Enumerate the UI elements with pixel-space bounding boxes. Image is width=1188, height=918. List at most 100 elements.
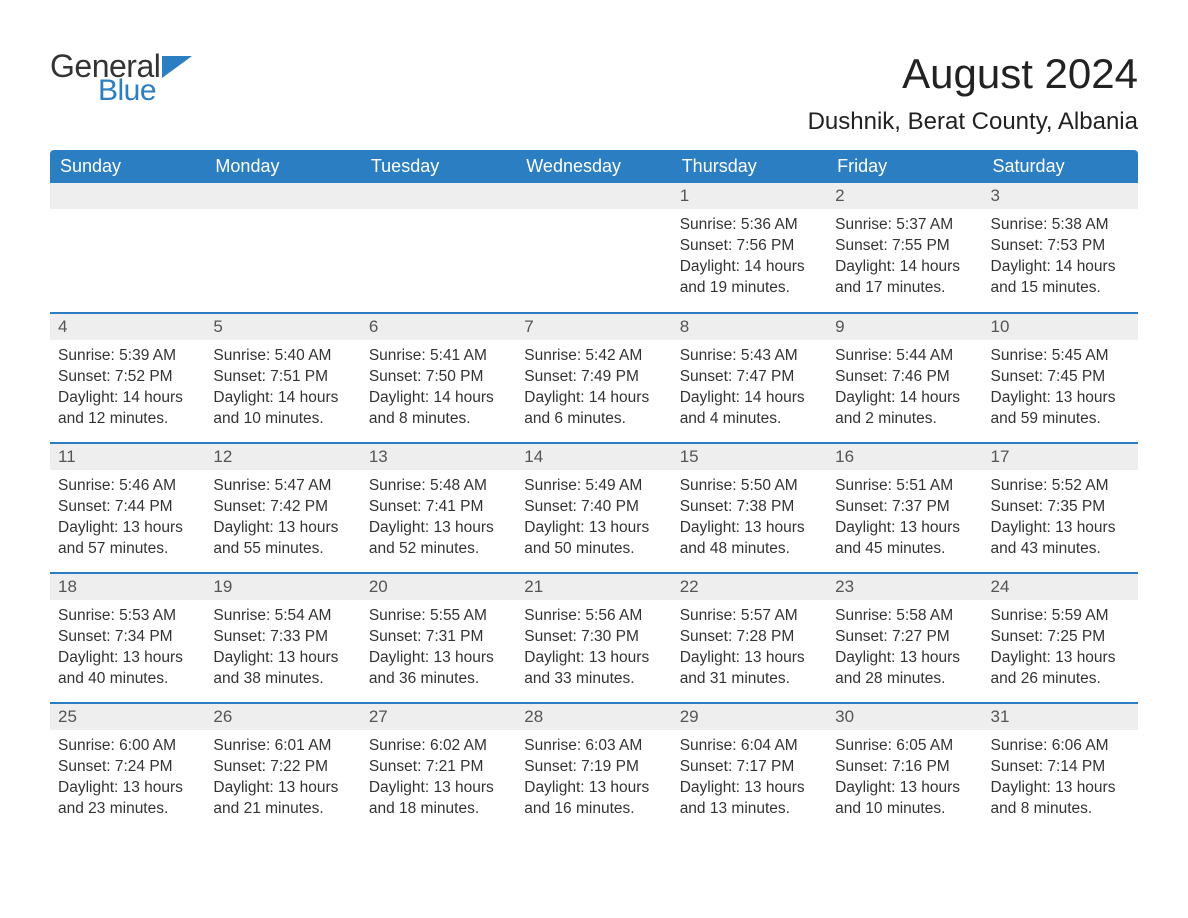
sunset-text: Sunset: 7:44 PM bbox=[58, 497, 197, 518]
daylight-text: Daylight: 13 hours bbox=[58, 648, 197, 669]
sunset-text: Sunset: 7:35 PM bbox=[991, 497, 1130, 518]
calendar-day-cell: 18Sunrise: 5:53 AMSunset: 7:34 PMDayligh… bbox=[50, 573, 205, 703]
sunset-text: Sunset: 7:45 PM bbox=[991, 367, 1130, 388]
daylight-text: Daylight: 14 hours bbox=[524, 388, 663, 409]
daylight-text: and 16 minutes. bbox=[524, 799, 663, 820]
day-content: Sunrise: 5:36 AMSunset: 7:56 PMDaylight:… bbox=[672, 209, 827, 307]
daylight-text: Daylight: 13 hours bbox=[991, 388, 1130, 409]
sunrise-text: Sunrise: 5:53 AM bbox=[58, 606, 197, 627]
daylight-text: and 31 minutes. bbox=[680, 669, 819, 690]
daylight-text: and 26 minutes. bbox=[991, 669, 1130, 690]
day-content: Sunrise: 5:47 AMSunset: 7:42 PMDaylight:… bbox=[205, 470, 360, 568]
daylight-text: and 18 minutes. bbox=[369, 799, 508, 820]
day-content: Sunrise: 5:56 AMSunset: 7:30 PMDaylight:… bbox=[516, 600, 671, 698]
sunset-text: Sunset: 7:34 PM bbox=[58, 627, 197, 648]
sunrise-text: Sunrise: 5:52 AM bbox=[991, 476, 1130, 497]
daylight-text: Daylight: 13 hours bbox=[680, 518, 819, 539]
calendar-week-row: 11Sunrise: 5:46 AMSunset: 7:44 PMDayligh… bbox=[50, 443, 1138, 573]
daylight-text: Daylight: 14 hours bbox=[58, 388, 197, 409]
daylight-text: and 12 minutes. bbox=[58, 409, 197, 430]
day-number-empty bbox=[205, 183, 360, 209]
daylight-text: Daylight: 14 hours bbox=[680, 388, 819, 409]
sunrise-text: Sunrise: 6:04 AM bbox=[680, 736, 819, 757]
calendar-day-cell: 25Sunrise: 6:00 AMSunset: 7:24 PMDayligh… bbox=[50, 703, 205, 833]
daylight-text: and 10 minutes. bbox=[835, 799, 974, 820]
day-content: Sunrise: 6:03 AMSunset: 7:19 PMDaylight:… bbox=[516, 730, 671, 828]
calendar-day-cell: 28Sunrise: 6:03 AMSunset: 7:19 PMDayligh… bbox=[516, 703, 671, 833]
sunset-text: Sunset: 7:14 PM bbox=[991, 757, 1130, 778]
day-content: Sunrise: 5:57 AMSunset: 7:28 PMDaylight:… bbox=[672, 600, 827, 698]
daylight-text: Daylight: 13 hours bbox=[835, 518, 974, 539]
day-number: 21 bbox=[516, 574, 671, 600]
calendar-day-cell: 13Sunrise: 5:48 AMSunset: 7:41 PMDayligh… bbox=[361, 443, 516, 573]
sunrise-text: Sunrise: 5:54 AM bbox=[213, 606, 352, 627]
sunrise-text: Sunrise: 6:00 AM bbox=[58, 736, 197, 757]
day-content: Sunrise: 5:59 AMSunset: 7:25 PMDaylight:… bbox=[983, 600, 1138, 698]
daylight-text: and 8 minutes. bbox=[369, 409, 508, 430]
day-number: 22 bbox=[672, 574, 827, 600]
sunrise-text: Sunrise: 5:50 AM bbox=[680, 476, 819, 497]
daylight-text: and 48 minutes. bbox=[680, 539, 819, 560]
day-content: Sunrise: 5:39 AMSunset: 7:52 PMDaylight:… bbox=[50, 340, 205, 438]
daylight-text: Daylight: 13 hours bbox=[524, 648, 663, 669]
calendar-day-cell: 5Sunrise: 5:40 AMSunset: 7:51 PMDaylight… bbox=[205, 313, 360, 443]
daylight-text: Daylight: 13 hours bbox=[524, 518, 663, 539]
calendar-day-cell: 17Sunrise: 5:52 AMSunset: 7:35 PMDayligh… bbox=[983, 443, 1138, 573]
weekday-header: Wednesday bbox=[516, 150, 671, 183]
day-number: 1 bbox=[672, 183, 827, 209]
daylight-text: and 57 minutes. bbox=[58, 539, 197, 560]
day-number-empty bbox=[50, 183, 205, 209]
daylight-text: Daylight: 13 hours bbox=[991, 648, 1130, 669]
weekday-header: Thursday bbox=[672, 150, 827, 183]
day-content: Sunrise: 5:42 AMSunset: 7:49 PMDaylight:… bbox=[516, 340, 671, 438]
daylight-text: and 8 minutes. bbox=[991, 799, 1130, 820]
day-content: Sunrise: 5:58 AMSunset: 7:27 PMDaylight:… bbox=[827, 600, 982, 698]
weekday-header: Monday bbox=[205, 150, 360, 183]
day-number: 3 bbox=[983, 183, 1138, 209]
daylight-text: and 13 minutes. bbox=[680, 799, 819, 820]
sunrise-text: Sunrise: 5:45 AM bbox=[991, 346, 1130, 367]
sunrise-text: Sunrise: 6:03 AM bbox=[524, 736, 663, 757]
sunset-text: Sunset: 7:37 PM bbox=[835, 497, 974, 518]
day-content: Sunrise: 5:40 AMSunset: 7:51 PMDaylight:… bbox=[205, 340, 360, 438]
sunrise-text: Sunrise: 5:43 AM bbox=[680, 346, 819, 367]
sunrise-text: Sunrise: 5:48 AM bbox=[369, 476, 508, 497]
sunset-text: Sunset: 7:22 PM bbox=[213, 757, 352, 778]
sunset-text: Sunset: 7:55 PM bbox=[835, 236, 974, 257]
day-content: Sunrise: 6:04 AMSunset: 7:17 PMDaylight:… bbox=[672, 730, 827, 828]
sunrise-text: Sunrise: 5:55 AM bbox=[369, 606, 508, 627]
sunrise-text: Sunrise: 5:56 AM bbox=[524, 606, 663, 627]
day-number: 17 bbox=[983, 444, 1138, 470]
day-number: 29 bbox=[672, 704, 827, 730]
calendar-day-cell: 1Sunrise: 5:36 AMSunset: 7:56 PMDaylight… bbox=[672, 183, 827, 313]
daylight-text: and 17 minutes. bbox=[835, 278, 974, 299]
sunset-text: Sunset: 7:19 PM bbox=[524, 757, 663, 778]
sunset-text: Sunset: 7:38 PM bbox=[680, 497, 819, 518]
day-number-empty bbox=[361, 183, 516, 209]
daylight-text: and 21 minutes. bbox=[213, 799, 352, 820]
daylight-text: Daylight: 13 hours bbox=[369, 778, 508, 799]
day-number: 8 bbox=[672, 314, 827, 340]
calendar-day-cell: 8Sunrise: 5:43 AMSunset: 7:47 PMDaylight… bbox=[672, 313, 827, 443]
calendar-day-cell: 11Sunrise: 5:46 AMSunset: 7:44 PMDayligh… bbox=[50, 443, 205, 573]
sunrise-text: Sunrise: 5:42 AM bbox=[524, 346, 663, 367]
calendar-day-cell: 19Sunrise: 5:54 AMSunset: 7:33 PMDayligh… bbox=[205, 573, 360, 703]
daylight-text: and 33 minutes. bbox=[524, 669, 663, 690]
calendar-week-row: 18Sunrise: 5:53 AMSunset: 7:34 PMDayligh… bbox=[50, 573, 1138, 703]
daylight-text: Daylight: 13 hours bbox=[680, 778, 819, 799]
location-subtitle: Dushnik, Berat County, Albania bbox=[808, 108, 1138, 136]
day-number: 20 bbox=[361, 574, 516, 600]
sunset-text: Sunset: 7:41 PM bbox=[369, 497, 508, 518]
daylight-text: Daylight: 14 hours bbox=[835, 388, 974, 409]
sunrise-text: Sunrise: 5:49 AM bbox=[524, 476, 663, 497]
daylight-text: Daylight: 13 hours bbox=[524, 778, 663, 799]
daylight-text: Daylight: 13 hours bbox=[991, 778, 1130, 799]
day-content: Sunrise: 5:54 AMSunset: 7:33 PMDaylight:… bbox=[205, 600, 360, 698]
daylight-text: and 2 minutes. bbox=[835, 409, 974, 430]
daylight-text: Daylight: 14 hours bbox=[680, 257, 819, 278]
day-number: 14 bbox=[516, 444, 671, 470]
day-number: 4 bbox=[50, 314, 205, 340]
weekday-header: Friday bbox=[827, 150, 982, 183]
day-number: 25 bbox=[50, 704, 205, 730]
calendar-table: Sunday Monday Tuesday Wednesday Thursday… bbox=[50, 150, 1138, 833]
